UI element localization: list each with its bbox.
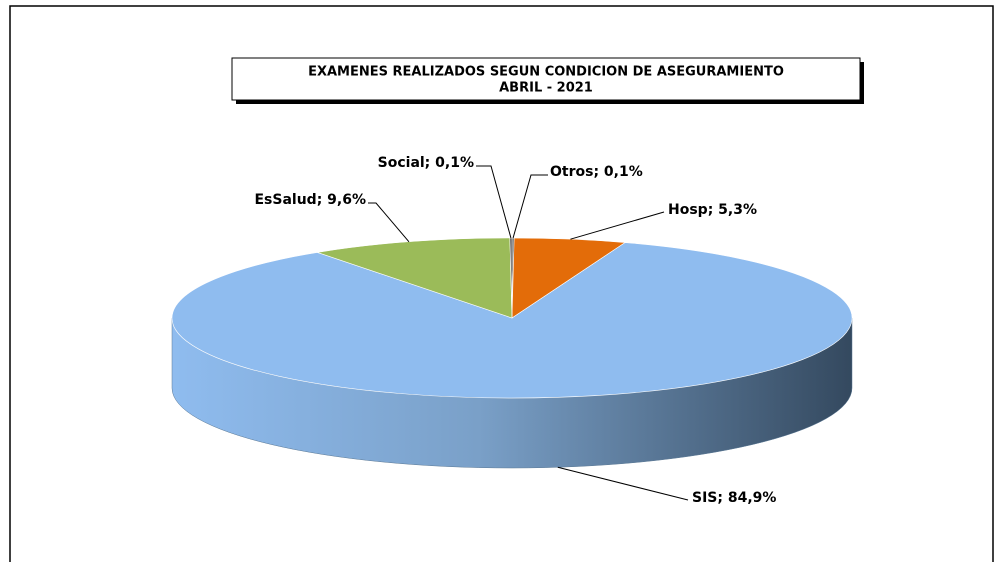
chart-subtitle: ABRIL - 2021 bbox=[499, 81, 593, 96]
slice bbox=[509, 237, 513, 319]
title-box bbox=[231, 57, 861, 101]
slice bbox=[317, 237, 513, 319]
chart-title: EXAMENES REALIZADOS SEGUN CONDICION DE A… bbox=[308, 65, 784, 80]
leader-line bbox=[570, 211, 665, 240]
leader-line bbox=[557, 466, 689, 501]
data-label: EsSalud; 9,6% bbox=[254, 192, 366, 208]
data-label: SIS; 84,9% bbox=[692, 490, 776, 506]
slice bbox=[171, 242, 853, 399]
data-label: Otros; 0,1% bbox=[550, 164, 643, 180]
data-label: Social; 0,1% bbox=[378, 155, 474, 171]
leader-line bbox=[512, 174, 548, 239]
frame bbox=[9, 5, 994, 562]
data-label: Hosp; 5,3% bbox=[668, 202, 757, 218]
leader-line bbox=[476, 165, 512, 239]
leader-line bbox=[368, 202, 410, 243]
